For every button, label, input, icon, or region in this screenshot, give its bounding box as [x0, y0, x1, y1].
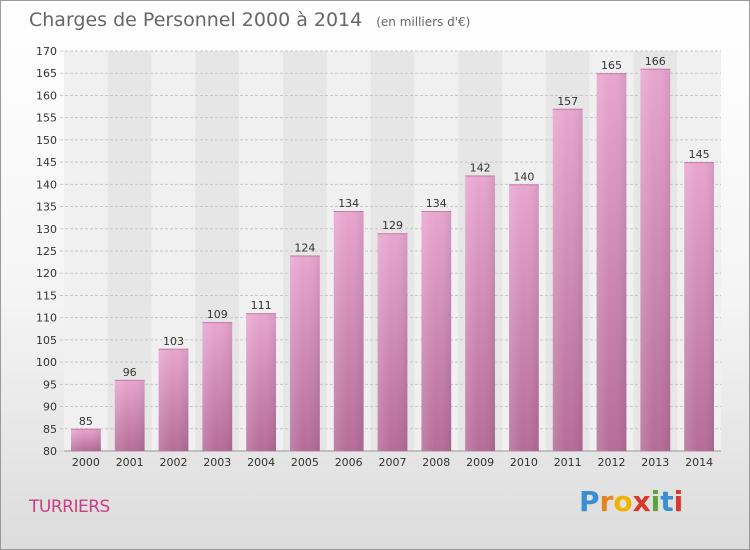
value-label: 124	[294, 241, 315, 254]
proxiti-logo: Proxiti	[579, 485, 683, 518]
x-tick-label: 2004	[247, 456, 275, 469]
value-label: 157	[557, 95, 578, 108]
bar-shine	[465, 175, 495, 451]
y-tick-label: 130	[36, 223, 57, 236]
bar-shine	[158, 348, 189, 451]
logo-letter: x	[632, 485, 651, 518]
value-label: 85	[79, 415, 93, 428]
bar-shine	[290, 255, 320, 451]
y-axis-labels: 80 85 90 95 100 105 110 115 120 125 130 135 140 145 15…	[36, 45, 57, 458]
x-axis-labels: 2000 2001 2002 2003 2004 2005 2006 2007 2008 2009…	[72, 456, 713, 469]
x-tick-label: 2008	[422, 456, 450, 469]
y-tick-label: 95	[43, 378, 57, 391]
bar-shine	[202, 322, 233, 451]
bar-shine	[640, 68, 671, 452]
value-label: 134	[426, 197, 447, 210]
value-label: 134	[338, 197, 359, 210]
value-label: 166	[645, 55, 666, 68]
bar-shine	[377, 233, 408, 451]
y-tick-label: 170	[36, 45, 57, 58]
logo-letter: i	[673, 485, 684, 518]
y-tick-label: 105	[36, 334, 57, 347]
x-tick-label: 2011	[554, 456, 582, 469]
x-tick-label: 2003	[203, 456, 231, 469]
y-tick-label: 90	[43, 401, 57, 414]
x-tick-label: 2010	[510, 456, 538, 469]
value-label: 142	[470, 161, 491, 174]
x-tick-label: 2014	[685, 456, 713, 469]
x-tick-label: 2006	[335, 456, 363, 469]
y-tick-label: 125	[36, 245, 57, 258]
bar-shine	[421, 211, 452, 451]
value-label: 96	[123, 366, 137, 379]
logo-letter: r	[599, 485, 614, 518]
y-tick-label: 150	[36, 134, 57, 147]
x-tick-label: 2013	[641, 456, 669, 469]
y-tick-label: 165	[36, 67, 57, 80]
y-tick-label: 155	[36, 112, 57, 125]
bar-shine	[333, 211, 364, 451]
city-name: TURRIERS	[29, 497, 110, 517]
bar-shine	[114, 379, 145, 451]
x-tick-label: 2009	[466, 456, 494, 469]
value-label: 145	[689, 148, 710, 161]
y-tick-label: 85	[43, 423, 57, 436]
value-labels: 85 96 103 109 111 124 134 129 134 142 140 157 165 166…	[79, 55, 710, 428]
bars	[71, 68, 714, 452]
y-tick-label: 140	[36, 178, 57, 191]
x-tick-label: 2001	[116, 456, 144, 469]
bar-shine	[246, 313, 276, 451]
logo-letter: o	[613, 485, 633, 518]
x-tick-label: 2007	[379, 456, 407, 469]
chart-subtitle: (en milliers d'€)	[376, 15, 471, 29]
y-tick-label: 135	[36, 201, 57, 214]
x-tick-label: 2000	[72, 456, 100, 469]
value-label: 109	[207, 308, 228, 321]
x-tick-label: 2005	[291, 456, 319, 469]
value-label: 165	[601, 59, 622, 72]
y-tick-label: 80	[43, 445, 57, 458]
value-label: 111	[251, 299, 272, 312]
bar-shine	[552, 108, 583, 452]
chart-title: Charges de Personnel 2000 à 2014 (en mill…	[29, 9, 470, 31]
y-tick-label: 145	[36, 156, 57, 169]
value-label: 103	[163, 335, 184, 348]
bar-shine	[71, 428, 101, 451]
bar-shine	[596, 73, 627, 451]
value-label: 129	[382, 219, 403, 232]
logo-letter: t	[660, 485, 674, 518]
bar-shine	[509, 184, 539, 452]
y-tick-label: 120	[36, 267, 57, 280]
logo-letter: P	[579, 485, 600, 518]
y-tick-label: 100	[36, 356, 57, 369]
title-text: Charges de Personnel 2000 à 2014	[29, 9, 363, 31]
y-tick-label: 110	[36, 312, 57, 325]
y-tick-label: 115	[36, 289, 57, 302]
value-label: 140	[513, 170, 534, 183]
x-tick-label: 2012	[598, 456, 626, 469]
bar-shine	[684, 162, 714, 451]
x-tick-label: 2002	[160, 456, 188, 469]
y-tick-label: 160	[36, 89, 57, 102]
logo-letter: i	[650, 485, 661, 518]
